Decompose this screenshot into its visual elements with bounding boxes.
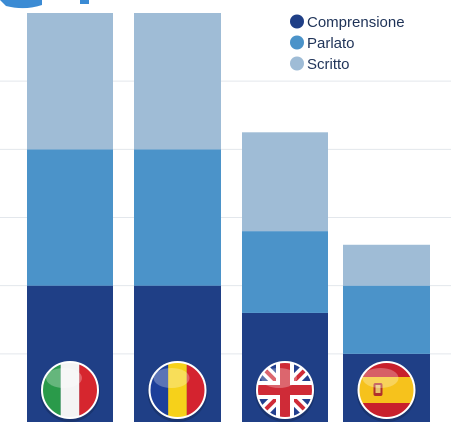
spain-flag-icon [356,361,417,422]
bar-parlato-italia [27,149,113,286]
legend-swatch [290,56,304,71]
flags [40,361,417,422]
legend-label: Scritto [307,56,350,73]
bar-parlato-romania [134,149,221,286]
bar-scritto-spagna [343,244,430,286]
legend: Comprensione Parlato Scritto [290,14,405,73]
flag-rim [41,361,99,419]
flag-rim [148,361,207,419]
legend-label: Parlato [307,35,355,52]
flag-rim [357,361,416,419]
bar-parlato-spagna [343,285,430,354]
bar-scritto-regno-unito [242,132,328,232]
bar-group-italia [27,13,113,422]
legend-item-scritto: Scritto [290,56,350,73]
top-decoration [0,0,89,9]
flag-rim [256,361,314,419]
legend-label: Comprensione [307,14,405,31]
legend-item-comprensione: Comprensione [290,14,405,31]
legend-swatch [290,35,304,50]
uk-flag-icon [255,361,315,422]
legend-item-parlato: Parlato [290,35,355,52]
heading-fragment-shape [0,0,42,9]
bar-parlato-regno-unito [242,231,328,313]
bar-scritto-romania [134,13,221,150]
heading-fragment-shape [80,0,89,4]
legend-swatch [290,14,304,29]
bar-group-romania [134,13,221,422]
romania-flag-icon [147,361,208,422]
bar-scritto-italia [27,13,113,150]
italy-flag-icon [40,361,100,422]
